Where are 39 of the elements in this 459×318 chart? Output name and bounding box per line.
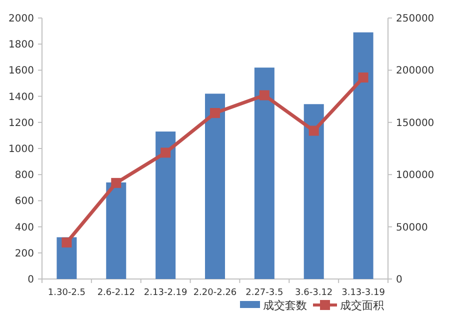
point [259,90,270,100]
bar [205,94,225,279]
x-tick-label: 3.6-3.12 [295,288,333,298]
x-tick-label: 2.27-3.5 [246,288,284,298]
y-tick-label: 200 [14,248,34,260]
x-tick-label: 2.20-2.26 [193,288,237,298]
y-tick-label: 1800 [8,40,34,51]
y2-tick-label: 100000 [396,170,434,182]
point [62,237,72,248]
point [210,108,220,118]
y-tick-label: 400 [14,222,34,234]
y2-tick-label: 250000 [396,14,434,24]
y-tick-label: 1600 [8,66,34,77]
y2-tick-label: 150000 [396,118,434,129]
point [358,72,368,83]
bar [106,182,126,279]
point [308,126,319,136]
y2-tick-label: 200000 [396,66,434,77]
bar [254,68,274,279]
legend-label: 成交面积 [340,299,384,312]
point [160,148,171,158]
y-tick-label: 1400 [8,92,34,103]
point [111,178,122,188]
x-tick-label: 1.30-2.5 [48,288,86,298]
y-tick-label: 0 [28,274,34,286]
bar [156,132,176,279]
y-tick-label: 800 [14,170,34,182]
bar [304,104,324,279]
y-tick-label: 2000 [8,14,34,24]
y-tick-label: 1000 [8,144,34,155]
x-tick-label: 3.13-3.19 [342,288,386,298]
x-tick-label: 2.13-2.19 [144,288,188,298]
y2-tick-label: 0 [396,274,402,286]
bar [353,32,374,279]
y2-tick-label: 50000 [396,222,428,234]
y-tick-label: 1200 [8,118,34,129]
y-tick-label: 600 [14,196,34,208]
legend-label: 成交套数 [263,299,307,312]
x-tick-label: 2.6-2.12 [97,288,135,298]
